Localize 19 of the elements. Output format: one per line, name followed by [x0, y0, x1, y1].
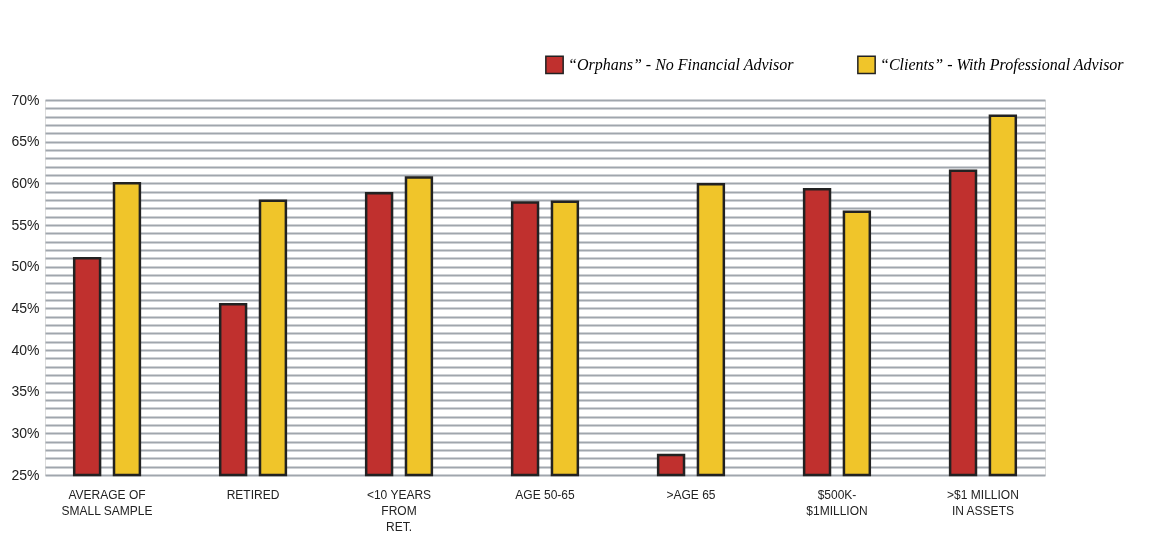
y-tick-label: 45% [11, 299, 40, 316]
legend-label: “Clients” - With Professional Advisor [880, 55, 1125, 74]
x-tick-label: >AGE 65 [666, 487, 716, 502]
x-tick-label: RETIRED [226, 487, 280, 502]
x-tick-label: >$1 MILLION IN ASSETS [947, 487, 1019, 518]
y-tick-label: 25% [11, 466, 40, 483]
y-tick-label: 70% [11, 91, 40, 108]
legend-label: “Orphans” - No Financial Advisor [568, 55, 795, 74]
x-tick-label: $500K- $1MILLION [806, 487, 868, 518]
x-tick-label: AGE 50-65 [515, 487, 576, 502]
y-tick-label: 55% [11, 216, 40, 233]
x-tick-label: <10 YEARS FROM RET. [366, 487, 432, 534]
x-tick-label: AVERAGE OF SMALL SAMPLE [61, 487, 153, 518]
y-tick-label: 40% [11, 341, 40, 358]
y-tick-label: 35% [11, 383, 40, 400]
y-tick-label: 65% [11, 133, 40, 150]
y-tick-label: 50% [11, 258, 40, 275]
y-tick-label: 60% [11, 174, 40, 191]
y-tick-label: 30% [11, 424, 40, 441]
